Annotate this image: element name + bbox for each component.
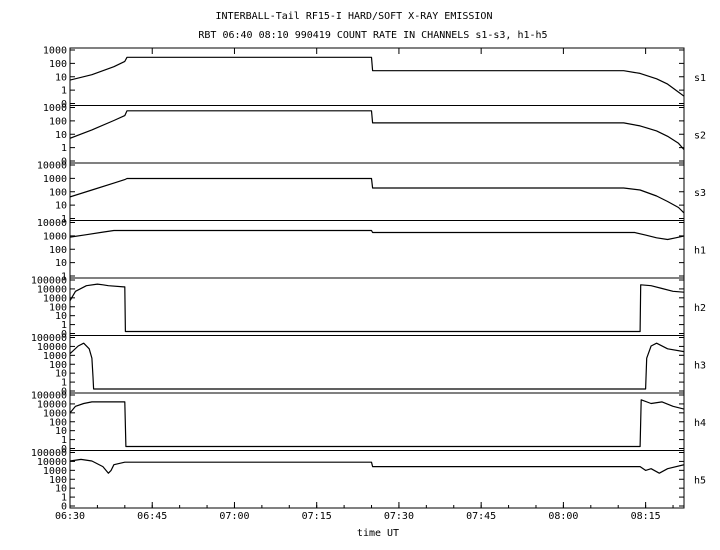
x-tick-label: 07:30 [384, 511, 414, 522]
y-tick-label: 100 [49, 360, 67, 371]
x-axis-label: time UT [357, 528, 399, 539]
x-tick-label: 08:00 [548, 511, 578, 522]
series-line-h1 [70, 229, 684, 241]
y-tick-label: 1 [61, 143, 67, 154]
y-tick-label: 1000 [43, 351, 67, 362]
x-tick-label: 07:00 [219, 511, 249, 522]
y-tick-label: 0 [61, 329, 67, 340]
y-tick-label: 10 [55, 258, 67, 269]
y-tick-label: 100 [49, 475, 67, 486]
y-tick-label: 10 [55, 72, 67, 83]
y-tick-label: 10000 [37, 218, 67, 229]
y-tick-label: 1000 [43, 408, 67, 419]
panel-frame [69, 335, 685, 394]
y-tick-label: 10000 [37, 342, 67, 353]
y-tick-label: 1 [61, 86, 67, 97]
x-tick-label: 06:45 [137, 511, 167, 522]
y-tick-label: 1 [61, 435, 67, 446]
y-tick-label: 100 [49, 245, 67, 256]
y-tick-label: 100000 [31, 333, 67, 344]
y-tick-label: 10 [55, 426, 67, 437]
channel-label-s2: s2 [694, 130, 706, 141]
series-line-h5 [70, 458, 684, 474]
y-tick-label: 1000 [43, 46, 67, 57]
y-tick-label: 1000 [43, 466, 67, 477]
y-tick-label: 1 [61, 493, 67, 504]
y-tick-label: 1 [61, 272, 67, 283]
channel-label-s3: s3 [694, 188, 706, 199]
y-tick-label: 100 [49, 302, 67, 313]
y-tick-label: 1000 [43, 103, 67, 114]
y-tick-label: 10 [55, 484, 67, 495]
y-tick-label: 10 [55, 311, 67, 322]
time-axis: 06:30 06:45 07:00 07:15 07:30 07:45 08:00 08:15 [55, 48, 674, 522]
y-tick-label: 0 [61, 99, 67, 110]
channel-label-s1: s1 [694, 73, 706, 84]
y-tick-label: 10 [55, 201, 67, 212]
y-tick-label: 10000 [37, 457, 67, 468]
y-tick-label: 0 [61, 387, 67, 398]
y-tick-label: 100 [49, 116, 67, 127]
panel-frame [69, 105, 685, 164]
panel-frame [69, 450, 685, 509]
y-tick-label: 10000 [37, 161, 67, 172]
chart-title: INTERBALL-Tail RF15-I HARD/SOFT X-RAY EM… [216, 11, 493, 22]
series-line-s2 [70, 110, 684, 150]
y-tick-label: 0 [61, 157, 67, 168]
y-tick-label: 10000 [37, 399, 67, 410]
y-tick-label: 10 [55, 130, 67, 141]
series-line-s1 [70, 56, 684, 97]
panel-stack: 10001001010s110001001010s210000100010010… [31, 46, 706, 513]
y-tick-label: 100000 [31, 276, 67, 287]
panel-h1: 10000 1000 100 10 1 h1 [37, 218, 706, 283]
panel-frame [69, 277, 685, 336]
y-tick-label: 100 [49, 187, 67, 198]
series-line-s3 [70, 177, 684, 214]
channel-label-h3: h3 [694, 360, 706, 371]
channel-label-h5: h5 [694, 475, 706, 486]
y-tick-label: 0 [61, 502, 67, 513]
chart-subtitle: RBT 06:40 08:10 990419 COUNT RATE IN CHA… [198, 30, 547, 41]
y-tick-label: 1000 [43, 293, 67, 304]
y-tick-label: 100000 [31, 448, 67, 459]
y-tick-label: 1000 [43, 231, 67, 242]
y-tick-label: 1 [61, 214, 67, 225]
panel-frame [69, 220, 685, 279]
y-tick-label: 10 [55, 369, 67, 380]
channel-label-h1: h1 [694, 245, 706, 256]
x-tick-label: 07:45 [466, 511, 496, 522]
y-tick-label: 10000 [37, 284, 67, 295]
panel-frame [69, 392, 685, 451]
y-tick-label: 100000 [31, 391, 67, 402]
y-tick-label: 1000 [43, 174, 67, 185]
y-tick-label: 100 [49, 417, 67, 428]
channel-label-h4: h4 [694, 418, 706, 429]
series-line-h3 [70, 342, 684, 390]
y-tick-label: 1 [61, 378, 67, 389]
y-tick-label: 100 [49, 59, 67, 70]
panel-s3: 10000 1000 100 10 1 s3 [37, 161, 706, 226]
series-line-h2 [70, 283, 684, 333]
channel-label-h2: h2 [694, 303, 706, 314]
x-tick-label: 08:15 [631, 511, 661, 522]
panel-frame [69, 162, 685, 221]
y-tick-label: 1 [61, 320, 67, 331]
x-tick-label: 07:15 [302, 511, 332, 522]
y-tick-label: 0 [61, 444, 67, 455]
series-line-h4 [70, 399, 684, 448]
x-tick-label: 06:30 [55, 511, 85, 522]
panel-frame [69, 47, 685, 106]
